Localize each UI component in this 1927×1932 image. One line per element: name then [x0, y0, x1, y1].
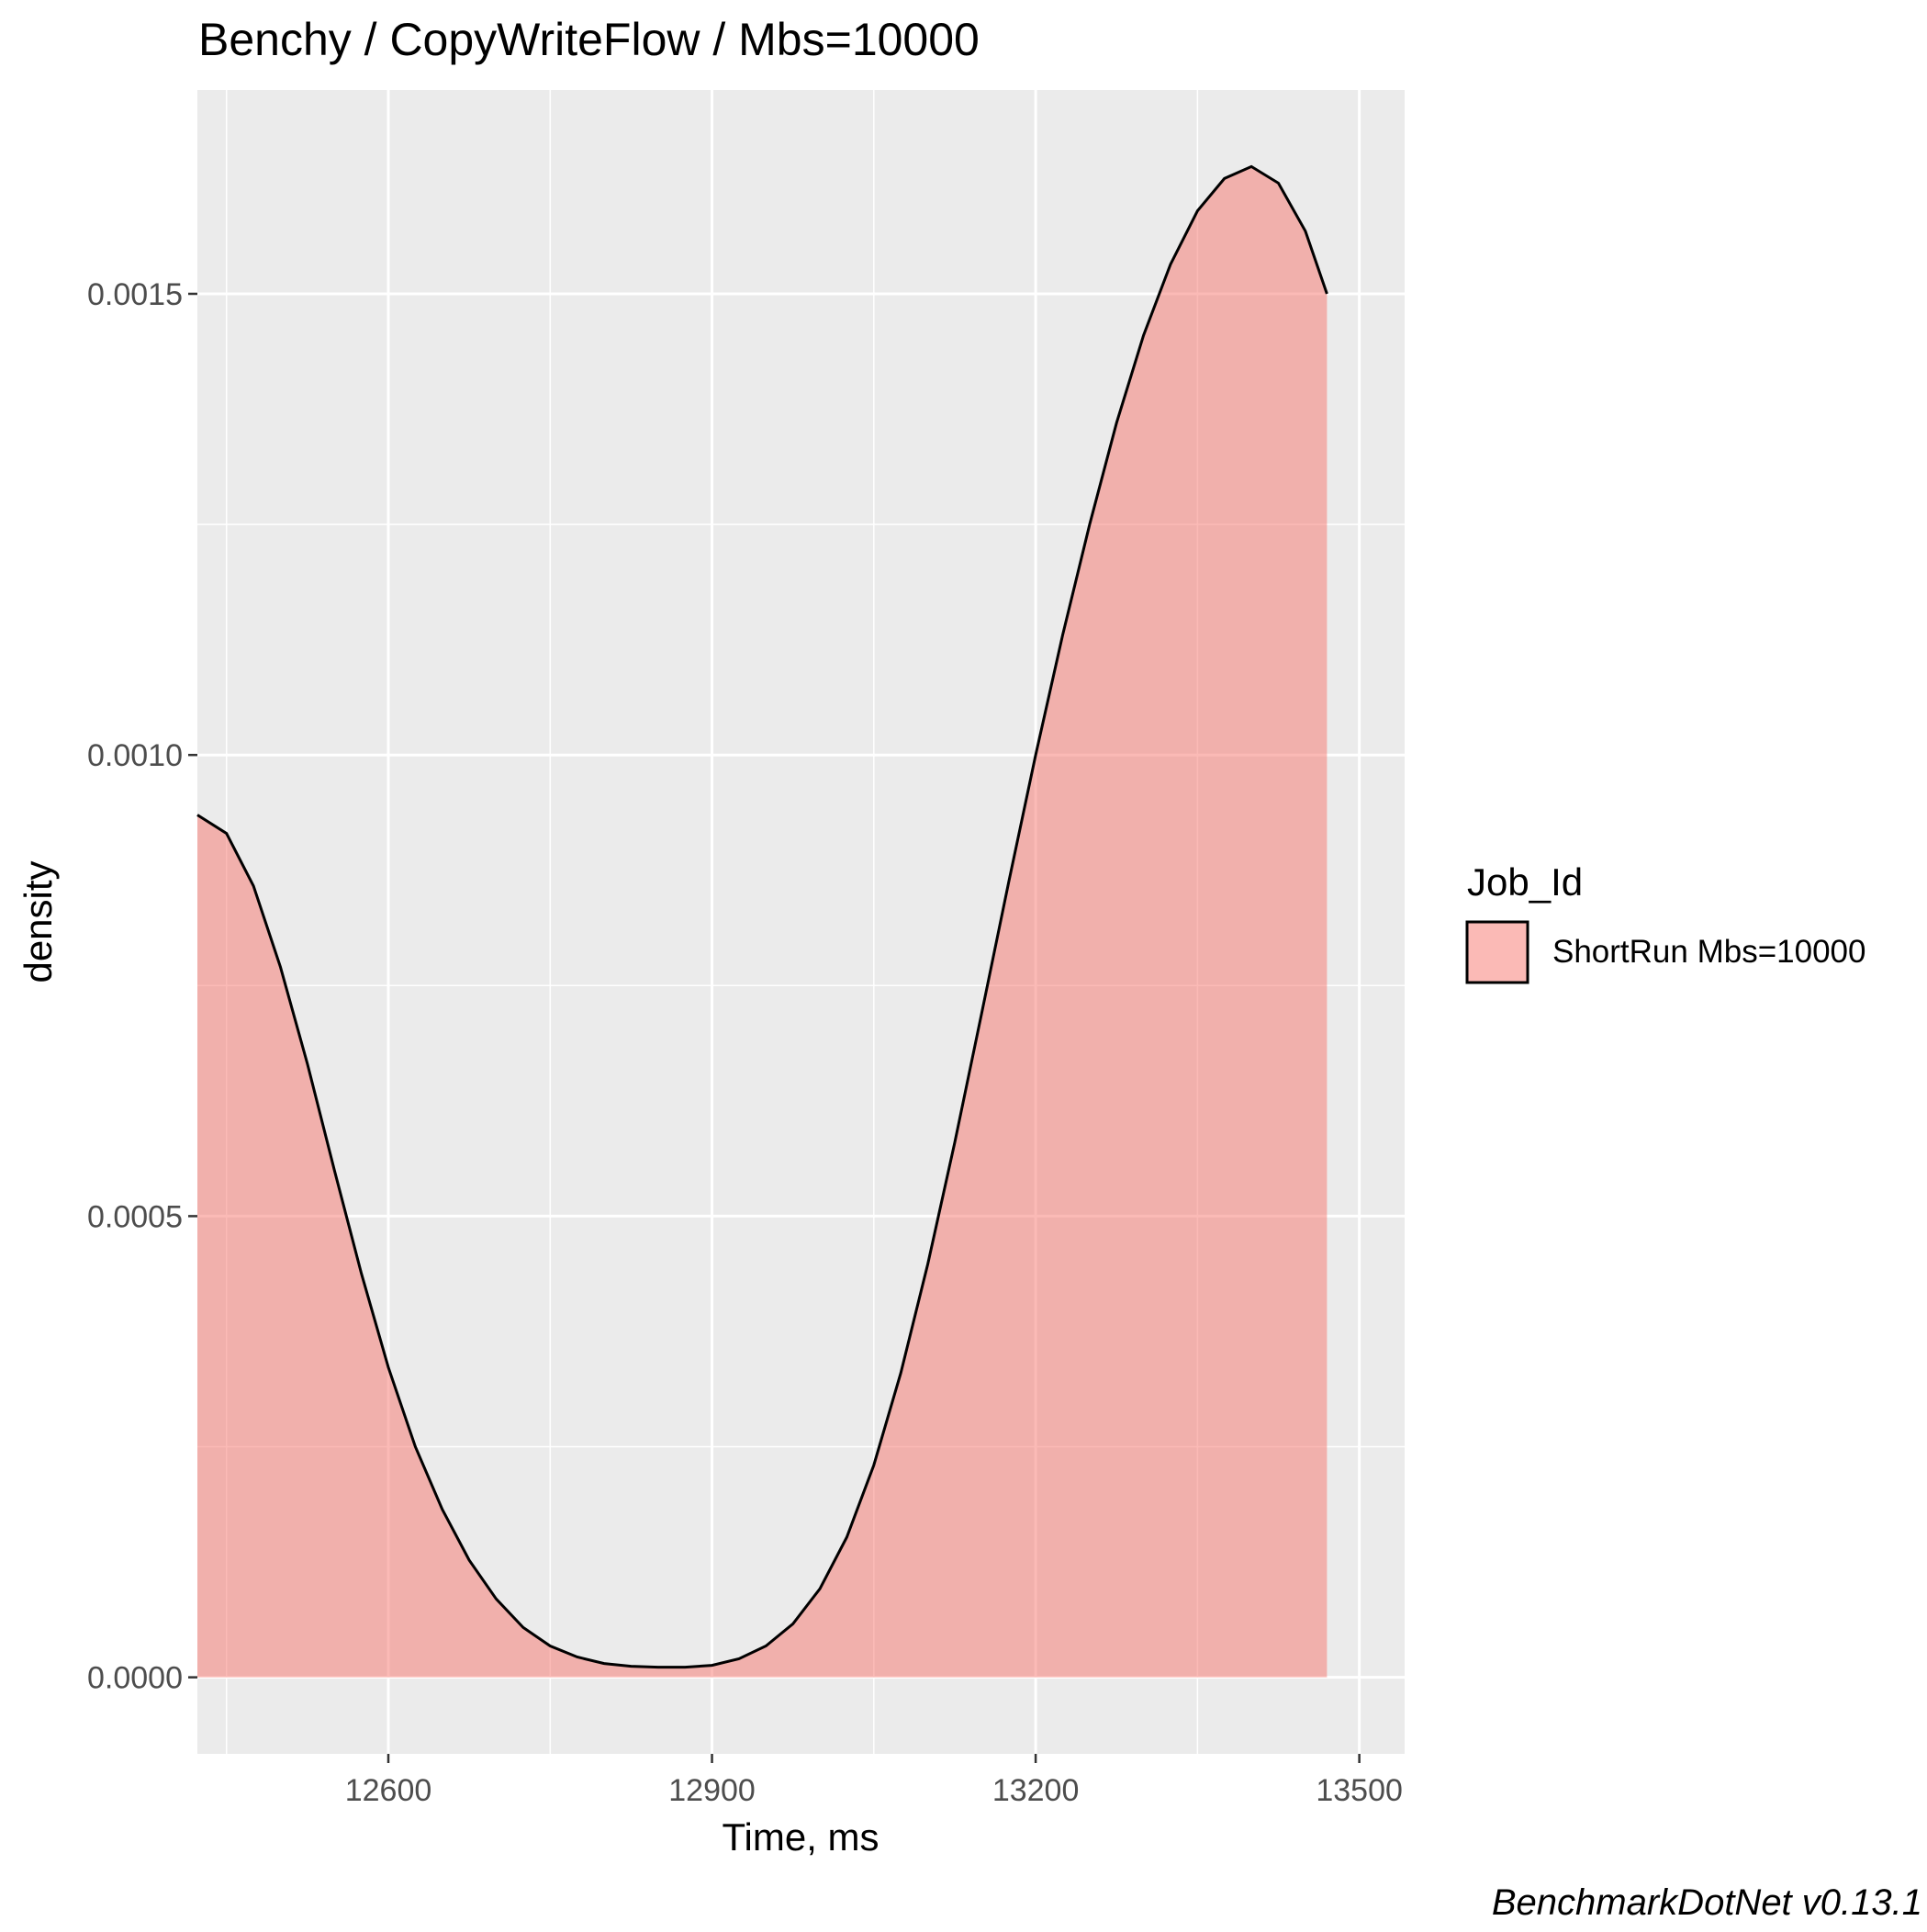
x-tick-label: 12900 — [668, 1773, 756, 1808]
chart-title: Benchy / CopyWriteFlow / Mbs=10000 — [198, 14, 980, 65]
density-curve — [196, 164, 1328, 1669]
chart-caption: BenchmarkDotNet v0.13.1 — [1492, 1882, 1922, 1923]
legend-key-swatch — [1465, 920, 1529, 984]
y-tick-label: 0.0015 — [87, 277, 183, 312]
y-axis-label: density — [17, 860, 60, 983]
legend-entry-label: ShortRun Mbs=10000 — [1552, 934, 1865, 970]
y-tick-label: 0.0005 — [87, 1199, 183, 1234]
x-tick-label: 13200 — [992, 1773, 1080, 1808]
y-tick-label: 0.0000 — [87, 1661, 183, 1696]
density-area — [197, 166, 1328, 1678]
x-axis-label: Time, ms — [722, 1815, 879, 1859]
legend-title: Job_Id — [1467, 860, 1583, 904]
y-tick-label: 0.0010 — [87, 738, 183, 773]
x-tick-label: 13500 — [1316, 1773, 1403, 1808]
x-tick-label: 12600 — [345, 1773, 432, 1808]
legend: Job_Id ShortRun Mbs=10000 — [1465, 860, 1865, 984]
